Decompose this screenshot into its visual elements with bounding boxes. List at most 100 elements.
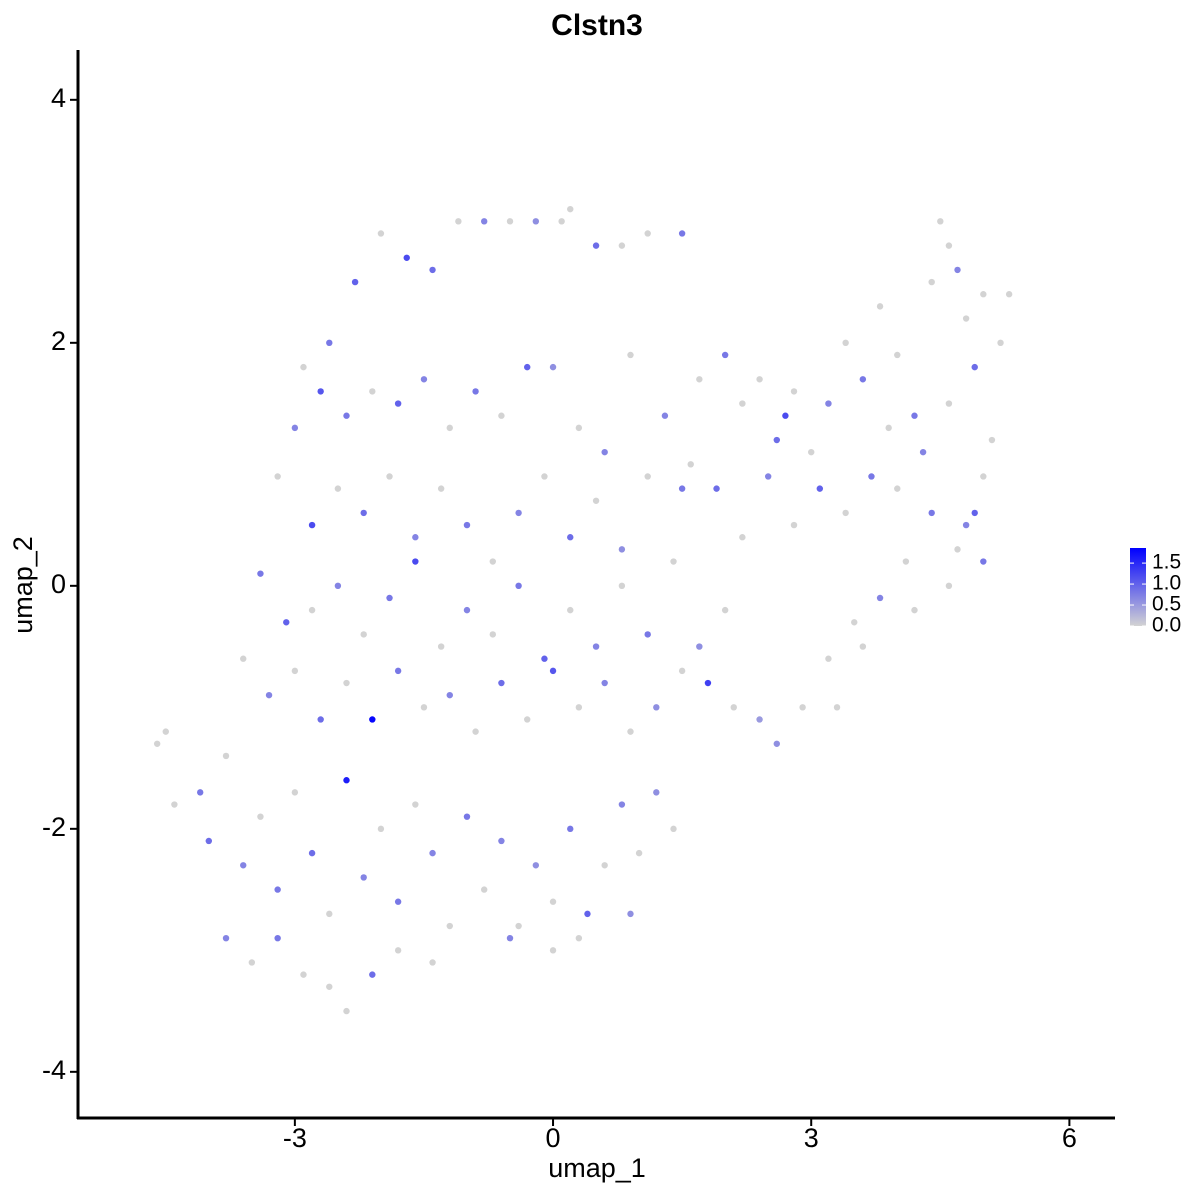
colorbar-label: 1.0 [1152, 572, 1181, 595]
point [412, 534, 419, 541]
point [360, 874, 367, 881]
point [730, 704, 737, 711]
point [696, 643, 703, 650]
point [833, 704, 841, 711]
point [567, 825, 574, 833]
point [205, 837, 213, 845]
point [394, 947, 402, 954]
point [300, 363, 307, 371]
point [351, 278, 359, 286]
point [721, 351, 729, 359]
point [197, 789, 204, 796]
point [756, 716, 763, 723]
point [825, 400, 832, 407]
point [515, 509, 522, 517]
point [670, 558, 677, 565]
point [773, 436, 780, 444]
point [343, 1007, 350, 1015]
y-tick-label: -2 [42, 812, 66, 842]
point [558, 218, 565, 225]
point [937, 218, 944, 225]
point [317, 388, 324, 395]
point [945, 582, 953, 590]
point [842, 339, 849, 347]
point [859, 376, 867, 383]
point [799, 704, 806, 711]
point [369, 716, 376, 723]
point [971, 509, 978, 517]
point [592, 242, 600, 249]
point [721, 606, 729, 614]
point [678, 485, 686, 492]
point [678, 667, 686, 675]
point [308, 521, 316, 529]
point [532, 218, 540, 225]
point [498, 837, 505, 845]
point [859, 643, 867, 650]
point [429, 849, 436, 857]
point [171, 801, 178, 808]
point [670, 825, 677, 833]
point [506, 934, 514, 942]
point [661, 412, 669, 419]
point [825, 655, 832, 662]
point [627, 728, 634, 735]
point [515, 582, 522, 590]
point [532, 862, 540, 869]
point [627, 351, 634, 359]
point [222, 934, 230, 942]
point [601, 862, 608, 869]
point [928, 278, 935, 286]
point [635, 849, 643, 857]
x-tick-label: 3 [804, 1123, 819, 1153]
point [773, 740, 780, 747]
point [437, 485, 445, 492]
y-tick-label: -4 [42, 1055, 66, 1085]
point [222, 752, 230, 760]
point [868, 473, 875, 480]
point [644, 631, 651, 638]
point [790, 521, 798, 529]
colorbar-label: 1.5 [1152, 551, 1181, 574]
point [524, 363, 531, 371]
point [274, 934, 281, 942]
point [334, 485, 342, 492]
point [549, 898, 557, 905]
point [308, 606, 316, 614]
point [455, 218, 462, 225]
point [911, 606, 918, 614]
point [954, 266, 961, 274]
point [894, 485, 901, 492]
point [756, 376, 763, 383]
point [515, 922, 522, 930]
point [842, 509, 849, 517]
point [962, 521, 970, 529]
point [575, 424, 583, 432]
point [394, 898, 402, 905]
point [360, 631, 367, 638]
point [644, 473, 651, 480]
point [541, 473, 548, 480]
point [739, 534, 746, 541]
point [601, 679, 608, 687]
point [644, 230, 651, 237]
x-tick-label: 0 [546, 1123, 561, 1153]
point [919, 448, 927, 456]
point [678, 230, 686, 237]
point [489, 631, 496, 638]
point [446, 424, 453, 432]
point [412, 801, 419, 808]
point [343, 679, 350, 687]
point [584, 910, 591, 918]
point [618, 546, 626, 553]
point [618, 242, 626, 249]
point [420, 704, 428, 711]
point [240, 655, 247, 662]
point [326, 339, 333, 347]
point [489, 558, 496, 565]
point [326, 983, 333, 990]
point [687, 461, 694, 468]
point [308, 849, 316, 857]
point [498, 412, 505, 419]
